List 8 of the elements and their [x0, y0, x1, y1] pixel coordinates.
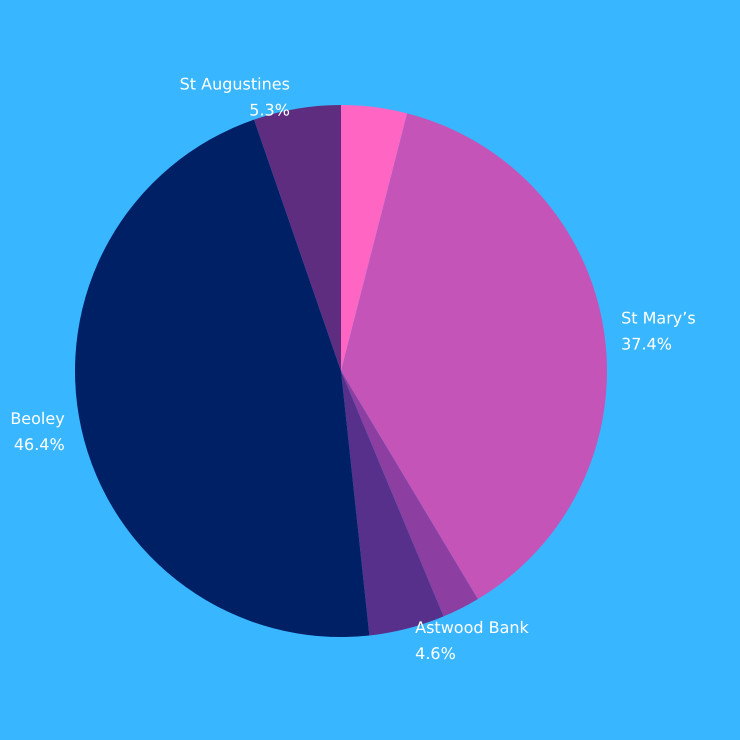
- data-label: 46.4%: [14, 435, 65, 454]
- data-label: 5.3%: [249, 100, 290, 120]
- slice-label: Astwood Bank: [415, 618, 530, 637]
- slice-label: St Mary’s: [621, 308, 696, 328]
- data-label: 37.4%: [621, 334, 672, 354]
- slice-label: St Augustines: [180, 74, 290, 94]
- data-label: 4.6%: [415, 644, 456, 663]
- slice-label: Beoley: [10, 409, 65, 428]
